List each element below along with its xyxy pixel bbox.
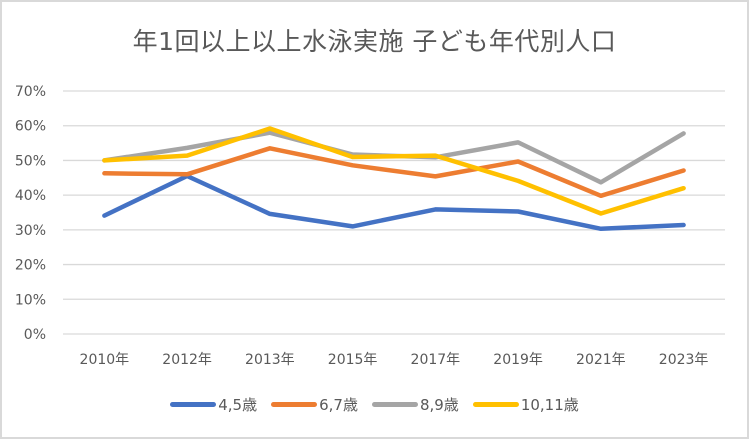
y-tick-label: 50% bbox=[15, 153, 46, 169]
y-tick-label: 10% bbox=[15, 292, 46, 308]
y-tick-label: 40% bbox=[15, 188, 46, 204]
x-tick-label: 2012年 bbox=[162, 352, 212, 368]
chart-legend: 4,5歳 6,7歳 8,9歳 10,11歳 bbox=[0, 394, 749, 415]
chart-title: 年1回以上以上水泳実施 子ども年代別人口 bbox=[132, 27, 617, 56]
x-tick-label: 2021年 bbox=[576, 352, 626, 368]
legend-label: 4,5歳 bbox=[218, 396, 258, 414]
legend-label: 6,7歳 bbox=[319, 396, 358, 414]
x-tick-label: 2019年 bbox=[493, 352, 543, 368]
gridlines bbox=[63, 90, 725, 335]
legend-swatch bbox=[371, 402, 418, 407]
x-tick-label: 2023年 bbox=[659, 352, 709, 368]
legend-item: 4,5歳 bbox=[170, 394, 257, 415]
series-line-2 bbox=[102, 146, 686, 199]
legend-swatch bbox=[170, 402, 217, 407]
x-tick-label: 2017年 bbox=[411, 352, 461, 368]
x-axis-tick-labels: 2010年 2012年 2013年 2015年 2017年 2019年 2021年 2023年 bbox=[80, 352, 709, 368]
y-axis-tick-labels: 0% 10% 20% 30% 40% 50% 60% 70% bbox=[15, 84, 46, 343]
y-tick-label: 30% bbox=[15, 223, 46, 239]
legend-label: 8,9歳 bbox=[419, 396, 459, 414]
legend-item: 10,11歳 bbox=[472, 394, 579, 415]
legend-swatch bbox=[271, 402, 318, 407]
y-tick-label: 60% bbox=[15, 119, 46, 135]
legend-item: 6,7歳 bbox=[271, 394, 358, 415]
x-tick-label: 2015年 bbox=[328, 352, 378, 368]
y-tick-label: 0% bbox=[24, 327, 46, 343]
series-line-1 bbox=[102, 173, 686, 232]
y-tick-label: 20% bbox=[15, 258, 46, 274]
legend-label: 10,11歳 bbox=[520, 396, 579, 414]
legend-item: 8,9歳 bbox=[371, 394, 459, 415]
series-lines bbox=[102, 126, 686, 232]
legend-swatch bbox=[472, 402, 519, 407]
x-tick-label: 2010年 bbox=[80, 352, 130, 368]
x-tick-label: 2013年 bbox=[245, 352, 295, 368]
series-line-4 bbox=[102, 126, 686, 216]
y-tick-label: 70% bbox=[15, 84, 46, 100]
